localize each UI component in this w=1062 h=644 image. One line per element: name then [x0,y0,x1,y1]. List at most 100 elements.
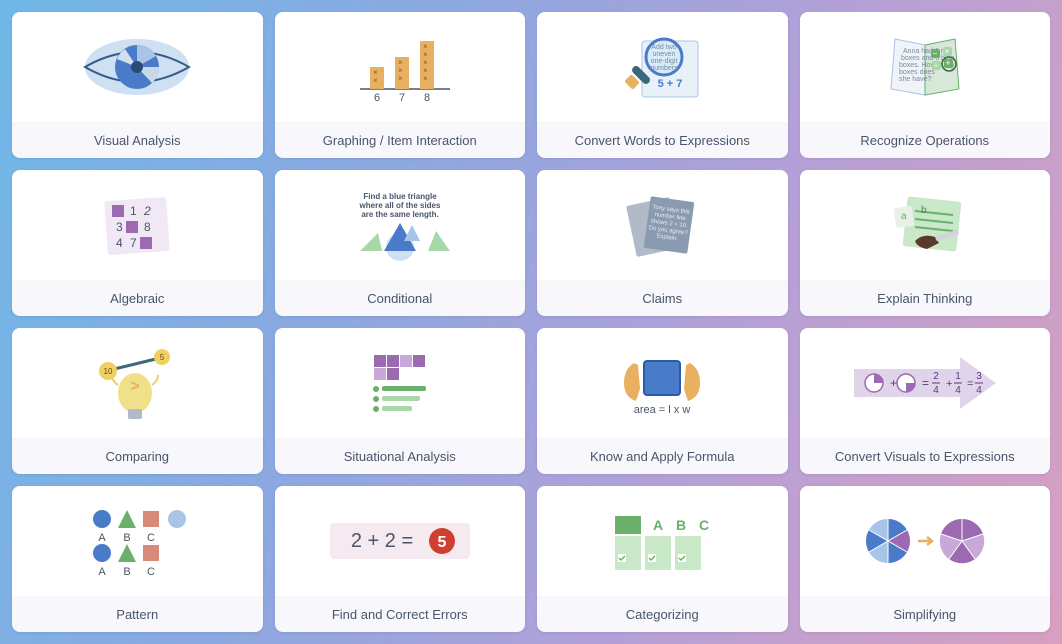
number-tiles-icon: 1 2 3 8 4 7 [12,170,263,281]
svg-text:C: C [699,517,709,533]
card-situational[interactable]: Situational Analysis [275,328,526,474]
card-label: Graphing / Item Interaction [275,123,526,158]
svg-text:+: + [890,376,897,390]
card-label: Simplifying [800,597,1051,632]
svg-text:B: B [124,566,131,578]
shapes-pattern-icon: A B C A B C [12,486,263,597]
svg-text:uneven: uneven [653,51,676,58]
card-label: Conditional [275,281,526,316]
card-label: Pattern [12,597,263,632]
svg-text:1: 1 [955,371,961,382]
card-formula[interactable]: area = l x w Know and Apply Formula [537,328,788,474]
svg-text:boxes does: boxes does [899,69,935,76]
blocks-list-icon [275,328,526,439]
svg-text:8: 8 [424,92,430,104]
pie-simplify-icon [800,486,1051,597]
svg-text:where all of the sides: where all of the sides [358,201,440,210]
svg-text:area = l x w: area = l x w [634,404,691,416]
svg-text:+: + [945,58,950,68]
card-label: Algebraic [12,281,263,316]
svg-text:2 + 2 =: 2 + 2 = [351,530,413,552]
card-label: Find and Correct Errors [275,597,526,632]
svg-text:+: + [946,378,952,390]
card-algebraic[interactable]: 1 2 3 8 4 7 Algebraic [12,170,263,316]
svg-text:she have?: she have? [899,76,931,83]
arrow-fractions-icon: + = 2 4 + 1 4 = 3 4 [800,328,1051,439]
svg-text:B: B [676,517,686,533]
svg-text:4: 4 [955,385,961,396]
svg-text:B: B [124,532,131,544]
bar-chart-icon: × × × × × × × × × × 6 7 8 [275,12,526,123]
svg-text:A: A [99,532,107,544]
svg-text:10: 10 [104,367,113,376]
svg-text:Add two: Add two [652,44,677,51]
card-label: Claims [537,281,788,316]
card-conditional[interactable]: Find a blue triangle where all of the si… [275,170,526,316]
svg-text:A: A [99,566,107,578]
card-comparing[interactable]: 10 5 > Comparing [12,328,263,474]
svg-text:a: a [901,211,907,222]
card-label: Recognize Operations [800,123,1051,158]
svg-text:8: 8 [144,220,151,234]
card-convert-words[interactable]: 5 + 7 Add two uneven one-digit numbers C… [537,12,788,158]
hand-writing-icon: a b [800,170,1051,281]
svg-text:3: 3 [976,371,982,382]
card-visual-analysis[interactable]: Visual Analysis [12,12,263,158]
card-convert-visuals[interactable]: + = 2 4 + 1 4 = 3 4 Convert Visuals to E… [800,328,1051,474]
card-label: Visual Analysis [12,123,263,158]
hands-area-icon: area = l x w [537,328,788,439]
svg-text:2: 2 [143,204,151,218]
card-label: Situational Analysis [275,439,526,474]
card-label: Know and Apply Formula [537,439,788,474]
card-recognize-ops[interactable]: Anna had 6 red boxes and 3 blue boxes. H… [800,12,1051,158]
svg-text:×: × [398,74,403,83]
svg-text:6: 6 [374,92,380,104]
card-label: Comparing [12,439,263,474]
svg-text:3: 3 [116,220,123,234]
svg-text:2: 2 [933,371,939,382]
svg-text:A: A [653,517,663,533]
svg-text:=: = [922,376,929,390]
equation-error-icon: 2 + 2 = 5 [275,486,526,597]
card-label: Explain Thinking [800,281,1051,316]
card-categorizing[interactable]: A B C Categorizing [537,486,788,632]
card-label: Categorizing [537,597,788,632]
card-claims[interactable]: Tony says this number line shows 2 + 10.… [537,170,788,316]
card-label: Convert Visuals to Expressions [800,439,1051,474]
svg-text:1: 1 [130,204,137,218]
svg-text:×: × [944,47,949,56]
lightbulb-scale-icon: 10 5 > [12,328,263,439]
triangles-icon: Find a blue triangle where all of the si… [275,170,526,281]
svg-text:C: C [147,566,155,578]
svg-text:C: C [147,532,155,544]
svg-text:÷: ÷ [934,61,939,70]
svg-text:are the same length.: are the same length. [361,210,438,219]
svg-text:−: − [932,49,937,58]
svg-text:4: 4 [976,385,982,396]
card-simplifying[interactable]: Simplifying [800,486,1051,632]
card-explain[interactable]: a b Explain Thinking [800,170,1051,316]
svg-text:7: 7 [130,236,137,250]
svg-text:4: 4 [933,385,939,396]
svg-text:5 + 7: 5 + 7 [658,78,683,90]
columns-icon: A B C [537,486,788,597]
card-graphing[interactable]: × × × × × × × × × × 6 7 8 Graphing / Ite… [275,12,526,158]
magnifier-words-icon: 5 + 7 Add two uneven one-digit numbers [537,12,788,123]
card-label: Convert Words to Expressions [537,123,788,158]
papers-icon: Tony says this number line shows 2 + 10.… [537,170,788,281]
svg-text:5: 5 [437,534,446,551]
card-errors[interactable]: 2 + 2 = 5 Find and Correct Errors [275,486,526,632]
svg-text:4: 4 [116,236,123,250]
card-pattern[interactable]: A B C A B C Pattern [12,486,263,632]
svg-text:×: × [423,74,428,83]
svg-text:>: > [131,378,140,395]
eye-icon [12,12,263,123]
svg-text:×: × [373,76,378,85]
svg-text:=: = [967,378,973,390]
svg-text:b: b [921,205,927,216]
svg-text:5: 5 [160,353,165,362]
svg-text:one-digit: one-digit [651,58,678,65]
card-grid: Visual Analysis × × × × × × × × × × 6 7 … [12,12,1050,632]
svg-text:7: 7 [399,92,405,104]
open-book-icon: Anna had 6 red boxes and 3 blue boxes. H… [800,12,1051,123]
